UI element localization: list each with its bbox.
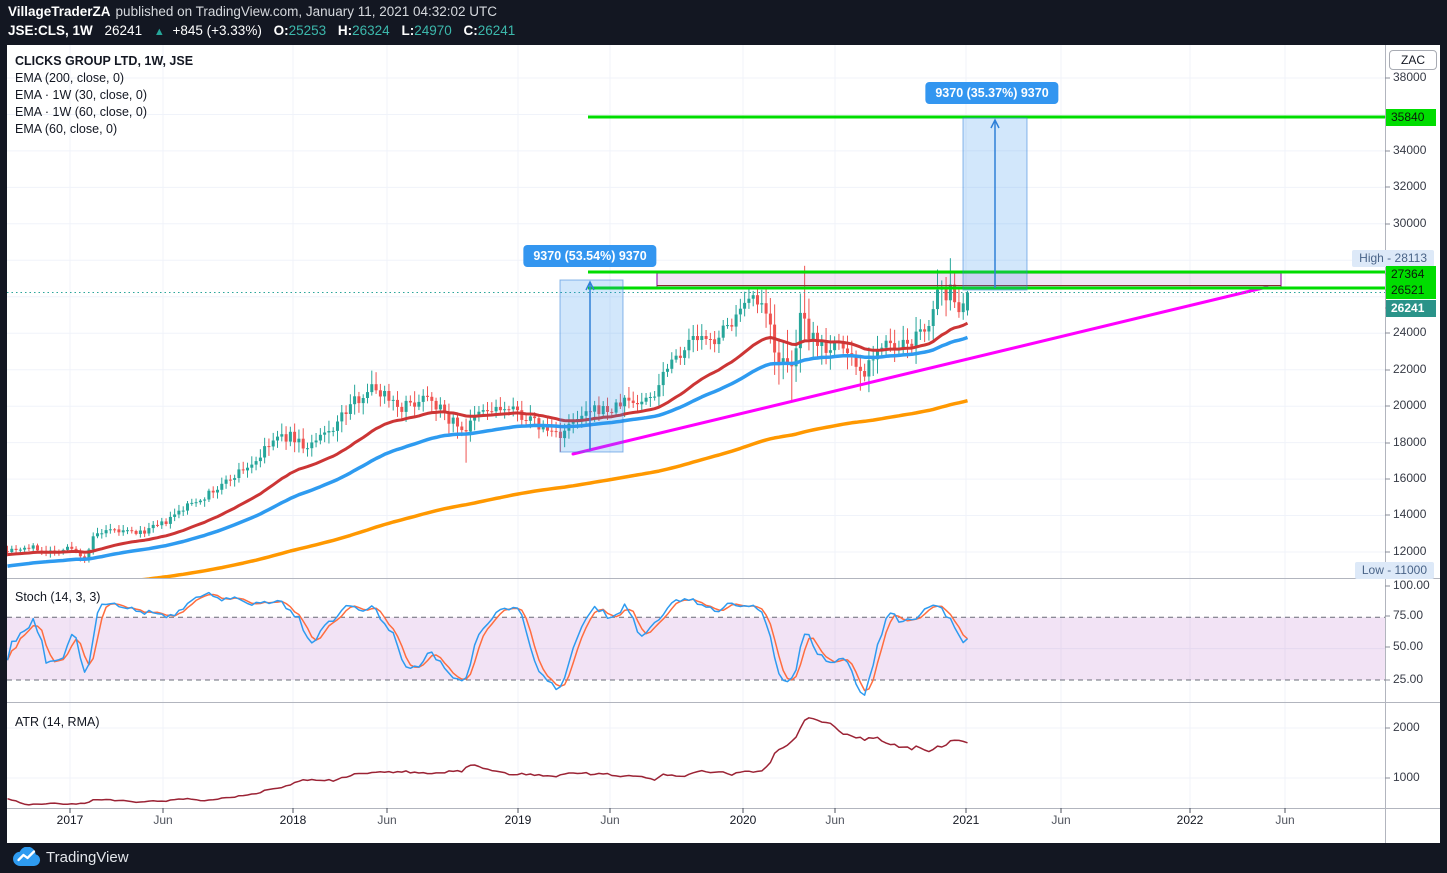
low-value: 24970 [414,23,452,38]
price-tick: 12000 [1393,544,1427,558]
stoch-k-line [7,591,969,696]
symbol-row: JSE:CLS, 1W 26241 ▲ +845 (+3.33%) O:2525… [8,23,515,38]
chart-area[interactable]: CLICKS GROUP LTD, 1W, JSE EMA (200, clos… [7,45,1440,843]
last-price: 26241 [104,23,143,38]
current-price-label: 26241 [1386,299,1436,317]
brand-name[interactable]: TradingView [46,849,129,866]
grid [7,45,1385,808]
published-text: published on TradingView.com, January 11… [115,4,498,19]
level-label-35840: 35840 [1386,108,1436,126]
symbol-title: JSE:CLS, 1W [8,23,93,38]
price-tick: 34000 [1393,143,1427,157]
stoch-indicator-label[interactable]: Stoch (14, 3, 3) [15,590,101,604]
price-tick: 38000 [1393,70,1427,84]
arrow-up-icon [990,118,1000,129]
stoch-d-line [7,593,968,692]
time-tick: Jun [1275,813,1295,827]
price-chart-canvas[interactable] [7,45,1440,843]
time-tick: Jun [1051,813,1071,827]
tradingview-logo[interactable] [12,846,42,873]
price-tick: 20000 [1393,398,1427,412]
atr-indicator-label[interactable]: ATR (14, RMA) [15,715,100,729]
open-value: 25253 [288,23,327,38]
time-tick: 2020 [729,813,757,827]
stoch-tick: 50.00 [1393,639,1424,653]
price-tick: 32000 [1393,179,1427,193]
price-tick: 16000 [1393,471,1427,485]
time-tick: Jun [825,813,845,827]
price-tick: 24000 [1393,325,1427,339]
author-name: VillageTraderZA [8,4,111,19]
stoch-tick: 25.00 [1393,672,1424,686]
time-tick: 2017 [56,813,84,827]
atr-line-layer [7,717,968,806]
legend-ema30[interactable]: EMA · 1W (30, close, 0) [15,88,147,102]
range-low-label: Low - 11000 [1354,561,1434,579]
open-label: O: [273,23,289,38]
high-value: 26324 [352,23,390,38]
price-tick: 18000 [1393,435,1427,449]
arrow-up-icon [585,280,595,291]
price-tick: 22000 [1393,362,1427,376]
range-label-53[interactable]: 9370 (53.54%) 9370 [523,245,657,267]
high-label: H: [337,23,353,38]
time-tick: 2021 [952,813,980,827]
close-value: 26241 [477,23,516,38]
atr-tick: 2000 [1393,720,1420,734]
time-tick: Jun [377,813,397,827]
level-label-26521: 26521 [1386,281,1436,299]
ema-200-line [141,399,968,578]
legend-ema60[interactable]: EMA · 1W (60, close, 0) [15,105,147,119]
price-range-drawing-1[interactable] [559,279,624,453]
low-label: L: [401,23,415,38]
candles-layer [7,258,969,563]
chart-legend: CLICKS GROUP LTD, 1W, JSE EMA (200, clos… [15,52,193,138]
up-triangle-icon: ▲ [153,26,165,38]
currency-button[interactable]: ZAC [1389,50,1437,70]
time-tick: 2019 [504,813,532,827]
time-tick: Jun [600,813,620,827]
time-tick: 2018 [279,813,307,827]
atr-line [7,717,968,806]
range-label-35[interactable]: 9370 (35.37%) 9370 [925,82,1059,104]
atr-tick: 1000 [1393,770,1420,784]
time-tick: 2022 [1176,813,1204,827]
stoch-band [7,617,1385,680]
legend-ema200[interactable]: EMA (200, close, 0) [15,71,125,85]
stoch-tick: 100.00 [1393,578,1430,592]
trendline[interactable] [571,285,1269,456]
ema-lines [7,321,969,578]
time-tick: Jun [153,813,173,827]
stoch-lines [7,591,969,696]
legend-symbol-title[interactable]: CLICKS GROUP LTD, 1W, JSE [15,54,194,68]
range-high-label: High - 28113 [1352,249,1434,267]
level-label-27364: 27364 [1386,265,1436,283]
ema-30-line [7,321,969,557]
publish-bar: VillageTraderZA published on TradingView.… [8,0,1439,45]
stoch-tick: 75.00 [1393,608,1424,622]
price-change: +845 (+3.33%) [172,23,262,38]
legend-ema60b[interactable]: EMA (60, close, 0) [15,122,118,136]
close-label: C: [463,23,478,38]
publish-info: VillageTraderZA published on TradingView.… [8,4,497,19]
price-tick: 30000 [1393,216,1427,230]
bottom-bar: TradingView [0,843,1447,873]
price-tick: 14000 [1393,507,1427,521]
ema-60-line [7,335,969,568]
